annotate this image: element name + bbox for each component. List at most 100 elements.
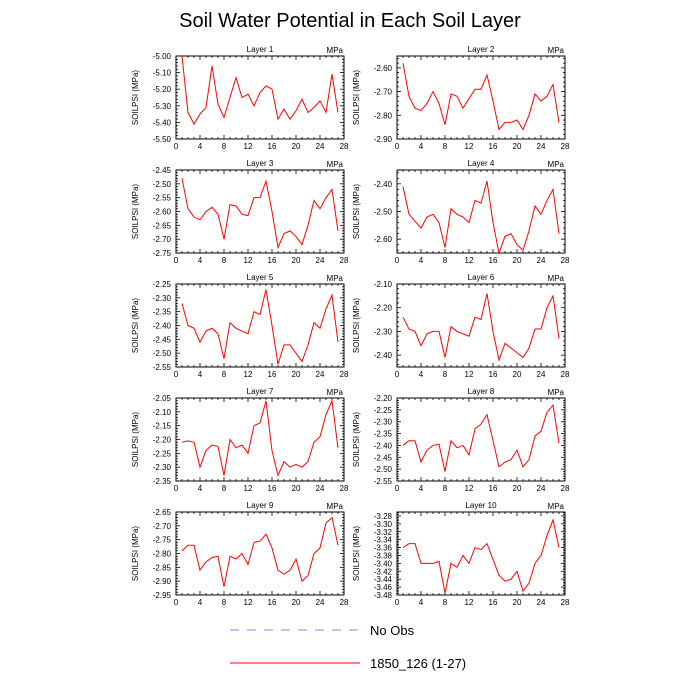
panel-units: MPa	[548, 274, 565, 283]
y-tick-label: -3.28	[374, 512, 393, 521]
x-tick-label: 24	[316, 142, 325, 151]
x-tick-label: 28	[561, 598, 570, 607]
x-tick-label: 28	[340, 142, 349, 151]
y-tick-label: -2.75	[153, 249, 172, 258]
y-tick-label: -2.60	[153, 208, 172, 217]
x-tick-label: 0	[395, 484, 400, 493]
plot-frame	[396, 511, 566, 596]
series-line	[402, 403, 560, 472]
x-tick-label: 8	[222, 370, 227, 379]
x-tick-label: 4	[198, 370, 203, 379]
y-tick-label: -3.48	[374, 591, 393, 600]
panel-units: MPa	[548, 46, 565, 55]
y-tick-label: -5.00	[153, 52, 172, 61]
y-tick-label: -5.10	[153, 69, 172, 78]
y-tick-label: -3.42	[374, 567, 393, 576]
x-tick-label: 0	[174, 142, 179, 151]
x-tick-label: 12	[465, 370, 474, 379]
y-tick-label: -2.40	[374, 351, 393, 360]
panel-layer-10: Layer 10 MPa SOILPSI (MPa) 0 4 8 12 16 20 24 28 -3.…	[352, 501, 570, 607]
x-tick-label: 0	[395, 142, 400, 151]
legend-no-obs-label: No Obs	[370, 623, 415, 638]
y-axis-label: SOILPSI (MPa)	[131, 526, 140, 581]
panel-title: Layer 8	[468, 387, 495, 396]
x-tick-label: 8	[443, 370, 448, 379]
x-tick-label: 20	[513, 598, 522, 607]
x-tick-label: 24	[537, 598, 546, 607]
x-tick-label: 4	[198, 256, 203, 265]
x-tick-label: 16	[268, 484, 277, 493]
y-tick-label: -5.20	[153, 85, 172, 94]
x-tick-label: 12	[465, 484, 474, 493]
y-tick-label: -3.32	[374, 528, 393, 537]
y-tick-label: -2.40	[374, 180, 393, 189]
panel-title: Layer 7	[247, 387, 274, 396]
y-axis-label: SOILPSI (MPa)	[352, 526, 361, 581]
series-line	[181, 55, 339, 126]
y-tick-label: -2.30	[153, 463, 172, 472]
x-tick-label: 16	[268, 142, 277, 151]
x-tick-label: 8	[222, 598, 227, 607]
x-tick-label: 16	[489, 484, 498, 493]
y-axis-label: SOILPSI (MPa)	[131, 184, 140, 239]
x-tick-label: 0	[174, 484, 179, 493]
panel-layer-5: Layer 5 MPa SOILPSI (MPa) 0 4 8 12 16 20 24 28 -2.5…	[131, 273, 349, 379]
plot-frame	[175, 511, 345, 596]
plot-frame	[396, 169, 566, 254]
series-line	[181, 398, 339, 478]
x-tick-label: 20	[292, 142, 301, 151]
x-tick-label: 20	[292, 370, 301, 379]
x-tick-label: 12	[465, 256, 474, 265]
plot-frame	[175, 169, 345, 254]
x-tick-label: 20	[513, 142, 522, 151]
y-tick-label: -2.50	[153, 180, 172, 189]
y-tick-label: -2.75	[153, 536, 172, 545]
panel-units: MPa	[327, 388, 344, 397]
y-tick-label: -2.35	[153, 308, 172, 317]
plot-frame	[396, 397, 566, 482]
y-tick-label: -2.85	[153, 563, 172, 572]
panel-units: MPa	[327, 502, 344, 511]
panels-group: Layer 1 MPa SOILPSI (MPa) 0 4 8 12 16 20 24 28 -5.5…	[131, 45, 570, 607]
panel-title: Layer 9	[247, 501, 274, 510]
y-tick-label: -2.20	[374, 304, 393, 313]
y-tick-label: -2.95	[153, 591, 172, 600]
x-tick-label: 12	[244, 256, 253, 265]
x-tick-label: 0	[174, 598, 179, 607]
figure-title: Soil Water Potential in Each Soil Layer	[179, 10, 521, 32]
y-tick-label: -2.55	[153, 363, 172, 372]
x-tick-label: 24	[316, 256, 325, 265]
y-tick-label: -2.30	[153, 294, 172, 303]
x-tick-label: 4	[419, 142, 424, 151]
y-tick-label: -3.38	[374, 551, 393, 560]
y-tick-label: -2.30	[374, 327, 393, 336]
x-tick-label: 0	[174, 370, 179, 379]
panel-title: Layer 1	[247, 45, 274, 54]
y-tick-label: -2.65	[153, 221, 172, 230]
x-tick-label: 0	[395, 370, 400, 379]
x-tick-label: 20	[292, 256, 301, 265]
x-tick-label: 4	[419, 484, 424, 493]
x-tick-label: 0	[395, 598, 400, 607]
y-tick-label: -5.40	[153, 118, 172, 127]
y-tick-label: -2.65	[153, 508, 172, 517]
x-tick-label: 28	[561, 142, 570, 151]
panel-layer-4: Layer 4 MPa SOILPSI (MPa) 0 4 8 12 16 20 24 28 -2.6…	[352, 159, 570, 265]
x-tick-label: 24	[316, 370, 325, 379]
y-tick-label: -2.60	[374, 235, 393, 244]
x-tick-label: 16	[268, 598, 277, 607]
x-tick-label: 8	[443, 598, 448, 607]
x-tick-label: 4	[198, 142, 203, 151]
y-axis-label: SOILPSI (MPa)	[131, 70, 140, 125]
y-tick-label: -2.10	[374, 280, 393, 289]
y-tick-label: -2.90	[374, 135, 393, 144]
x-tick-label: 24	[316, 484, 325, 493]
y-tick-label: -2.40	[153, 322, 172, 331]
plot-frame	[396, 55, 566, 140]
plot-frame	[175, 55, 345, 140]
x-tick-label: 0	[174, 256, 179, 265]
y-tick-label: -2.10	[153, 408, 172, 417]
panel-layer-1: Layer 1 MPa SOILPSI (MPa) 0 4 8 12 16 20 24 28 -5.5…	[131, 45, 349, 151]
x-tick-label: 24	[537, 484, 546, 493]
